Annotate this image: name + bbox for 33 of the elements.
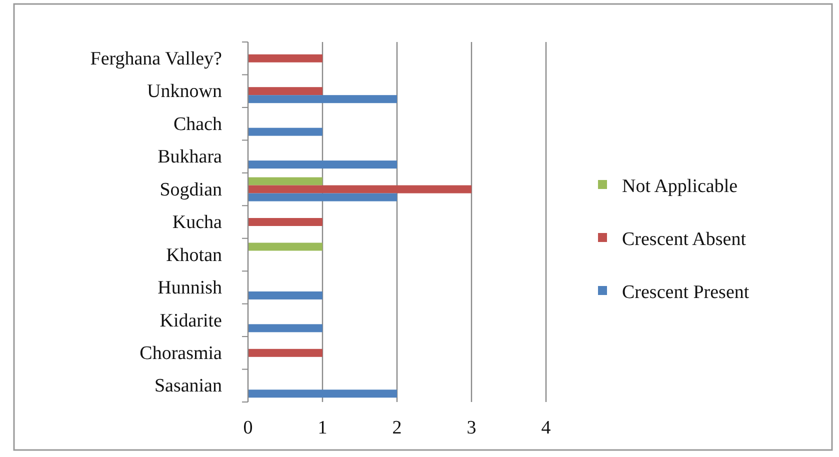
- y-tick-label: Kucha: [172, 212, 223, 234]
- bar: [248, 324, 322, 332]
- bar: [248, 218, 322, 226]
- y-tick-label: Sogdian: [160, 179, 222, 200]
- legend-label: Crescent Present: [622, 282, 750, 303]
- bar: [248, 185, 472, 194]
- bar: [248, 95, 397, 104]
- bar: [248, 348, 322, 357]
- y-tick-label: Chorasmia: [140, 342, 223, 364]
- y-tick-label: Kidarite: [160, 310, 222, 332]
- y-tick-label: Hunnish: [158, 278, 222, 299]
- x-tick-label: 4: [541, 417, 552, 438]
- x-tick-label: 3: [466, 417, 476, 438]
- x-tick-label: 2: [392, 417, 402, 438]
- bar: [248, 390, 397, 398]
- bar: [248, 54, 322, 62]
- x-tick-label: 0: [243, 417, 253, 438]
- y-tick-label: Ferghana Valley?: [90, 48, 222, 70]
- y-tick-label: Chach: [173, 114, 222, 135]
- bar: [248, 177, 322, 186]
- y-tick-label: Khotan: [166, 244, 222, 266]
- y-tick-label: Unknown: [147, 81, 222, 102]
- y-tick-label: Sasanian: [154, 376, 222, 397]
- bar: [248, 160, 397, 169]
- bar: [248, 193, 397, 202]
- x-tick-label: 1: [318, 417, 328, 438]
- legend-label: Not Applicable: [622, 176, 738, 197]
- bar: [248, 87, 322, 96]
- legend-label: Crescent Absent: [622, 229, 747, 250]
- bar: [248, 242, 322, 251]
- bar: [248, 291, 322, 300]
- bar: [248, 128, 322, 136]
- y-tick-label: Bukhara: [158, 146, 223, 168]
